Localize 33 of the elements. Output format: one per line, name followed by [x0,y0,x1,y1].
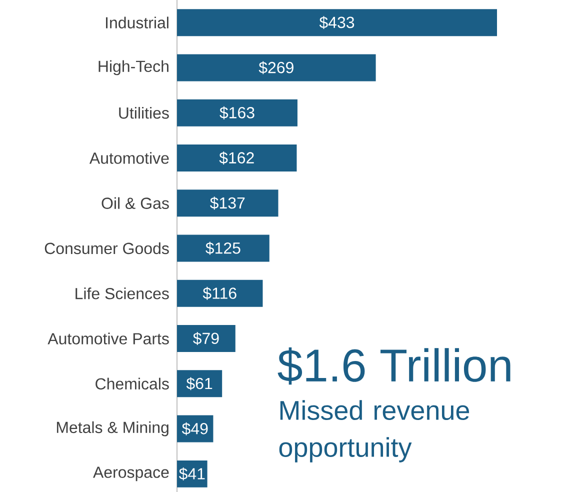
bar [177,99,298,126]
y-tick-label: Utilities [119,106,169,119]
y-tick-label: Chemicals [96,378,169,390]
y-tick-label: Metals & Mining [56,421,168,436]
bar [177,54,376,82]
data-label: $163 [220,106,254,120]
data-label: $137 [210,196,245,210]
data-label: $116 [202,286,236,300]
data-label: $162 [219,152,254,164]
y-tick-label: Automotive [89,152,169,164]
bar [177,144,297,172]
data-label: $79 [193,332,219,346]
bar [177,190,278,217]
data-label: $49 [182,422,208,436]
bar [177,280,263,307]
y-tick-label: Aerospace [93,466,169,482]
y-tick-label: Industrial [106,16,168,28]
y-tick-label: High-Tech [98,60,168,76]
bar [177,9,497,36]
data-label: $269 [258,61,294,74]
data-label: $433 [319,16,354,30]
data-label: $41 [178,467,205,480]
y-tick-label: Oil & Gas [102,197,169,209]
y-tick-label: Automotive Parts [48,332,169,344]
bar [177,370,222,398]
bar [177,325,236,352]
y-tick-label: Life Sciences [76,288,169,300]
bar [177,234,270,262]
data-label: $61 [186,377,212,390]
data-label: $125 [206,242,240,255]
y-tick-label: Consumer Goods [44,242,169,254]
annotation: Missed revenue opportunity [279,400,470,462]
annotation: $1.6 Trillion [278,347,510,385]
